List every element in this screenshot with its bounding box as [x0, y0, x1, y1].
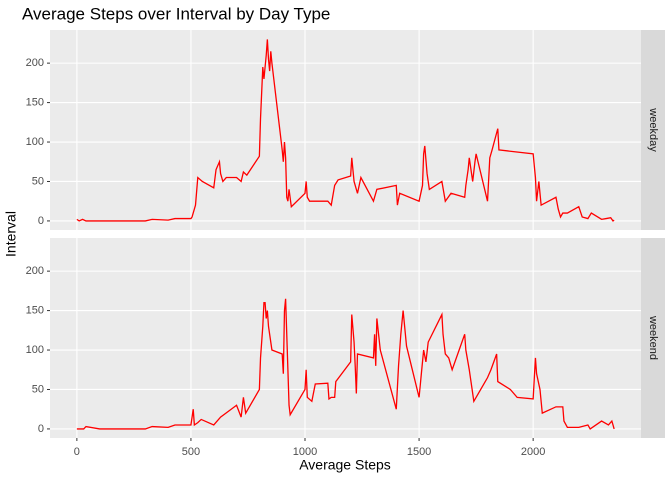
x-tick-label: 0 — [74, 446, 80, 458]
y-tick-label: 100 — [26, 136, 44, 148]
data-line — [76, 298, 615, 430]
y-tick-label: 50 — [32, 383, 44, 395]
x-axis-title: Average Steps — [299, 457, 391, 473]
y-tick-label: 50 — [32, 175, 44, 187]
facet-strip — [641, 238, 665, 438]
y-tick-label: 0 — [38, 215, 44, 227]
facet-label: weekday — [647, 107, 659, 152]
x-tick-label: 1000 — [293, 446, 317, 458]
facet-label: weekend — [647, 315, 659, 360]
panel-background — [50, 30, 641, 230]
data-line — [76, 39, 615, 222]
x-tick-label: 2000 — [521, 446, 545, 458]
facet-strip — [641, 30, 665, 230]
y-tick-label: 200 — [26, 57, 44, 69]
x-tick-label: 500 — [182, 446, 200, 458]
chart-title: Average Steps over Interval by Day Type — [22, 4, 330, 23]
y-tick-label: 200 — [26, 265, 44, 277]
y-tick-label: 100 — [26, 344, 44, 356]
y-tick-label: 0 — [38, 423, 44, 435]
x-tick-label: 1500 — [407, 446, 431, 458]
y-tick-label: 150 — [26, 304, 44, 316]
y-tick-label: 150 — [26, 96, 44, 108]
y-axis-title: Interval — [3, 211, 19, 257]
